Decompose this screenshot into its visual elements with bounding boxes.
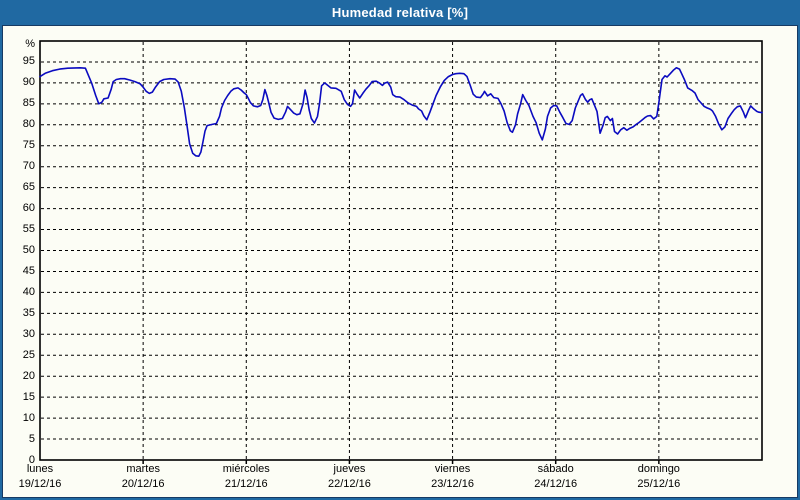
day-date: 25/12/16: [637, 478, 681, 490]
y-tick-label: 0: [28, 453, 35, 466]
day-date: 22/12/16: [328, 478, 371, 490]
y-tick-label: 55: [22, 223, 35, 236]
x-day-label: martes 20/12/16: [97, 462, 189, 492]
y-axis-unit-label: %: [25, 38, 35, 50]
y-tick-label: 20: [22, 369, 35, 382]
day-date: 19/12/16: [18, 478, 62, 490]
y-tick-label: 85: [22, 97, 35, 110]
y-tick-label: 65: [22, 181, 35, 194]
x-day-label: jueves 22/12/16: [303, 462, 395, 492]
humidity-line: [39, 67, 763, 157]
y-tick-label: 35: [22, 306, 35, 319]
y-tick-label: 25: [22, 348, 35, 361]
day-date: 24/12/16: [534, 478, 578, 490]
day-date: 23/12/16: [431, 478, 474, 490]
day-date: 21/12/16: [224, 478, 268, 490]
y-tick-label: 40: [22, 285, 35, 298]
y-tick-label: 80: [22, 118, 35, 131]
x-day-label: viernes 23/12/16: [407, 462, 499, 492]
y-tick-label: 10: [22, 411, 35, 424]
y-tick-label: 75: [22, 139, 35, 152]
day-name: lunes: [26, 463, 54, 475]
y-tick-label: 90: [22, 76, 35, 89]
day-name: viernes: [434, 463, 471, 475]
y-tick-label: 30: [22, 327, 35, 340]
x-day-label: sábado 24/12/16: [510, 462, 602, 492]
y-tick-label: 45: [22, 264, 35, 277]
y-tick-label: 50: [22, 244, 35, 256]
day-name: sábado: [537, 463, 574, 475]
x-day-label: domingo 25/12/16: [613, 462, 705, 492]
day-name: miércoles: [222, 463, 270, 475]
day-name: martes: [126, 463, 160, 475]
plot-border: [39, 40, 763, 461]
y-tick-label: 95: [22, 55, 35, 68]
x-day-label: miércoles 21/12/16: [200, 462, 292, 492]
title-bar: Humedad relativa [%]: [0, 0, 800, 25]
y-tick-label: 70: [22, 160, 35, 173]
chart-title: Humedad relativa [%]: [331, 5, 469, 20]
day-name: domingo: [637, 463, 680, 475]
day-name: jueves: [333, 463, 366, 475]
y-tick-label: 15: [22, 390, 35, 403]
y-tick-label: 5: [28, 432, 35, 445]
y-tick-label: 60: [22, 202, 35, 215]
x-day-label: lunes 19/12/16: [0, 462, 86, 492]
day-date: 20/12/16: [121, 478, 165, 490]
